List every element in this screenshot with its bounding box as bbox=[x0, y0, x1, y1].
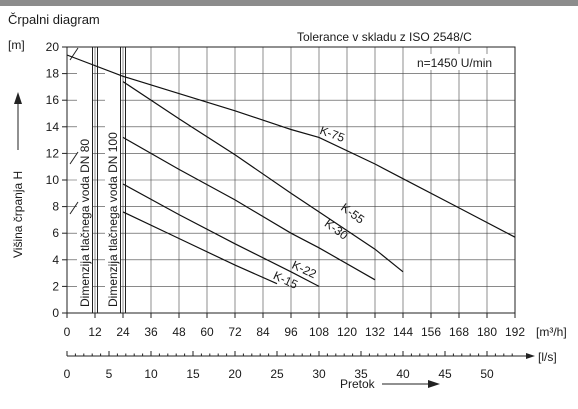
y-axis-arrow bbox=[14, 92, 22, 150]
ls-tick-label: 45 bbox=[438, 367, 452, 381]
x-tick-label: 192 bbox=[505, 325, 525, 339]
tolerance-annotation: Tolerance v skladu z ISO 2548/C bbox=[297, 30, 472, 44]
ls-tick-label: 35 bbox=[354, 367, 368, 381]
slash-mark bbox=[69, 151, 79, 165]
y-axis-label: Višina črpanja H bbox=[11, 171, 25, 258]
y-tick-label: 12 bbox=[46, 146, 60, 160]
curve-label: K-75 bbox=[318, 123, 347, 145]
dn-label-background bbox=[77, 71, 92, 309]
ls-axis-arrowhead bbox=[526, 353, 535, 359]
ls-tick-label: 0 bbox=[64, 367, 71, 381]
x-tick-label: 60 bbox=[200, 325, 214, 339]
ls-tick-label: 5 bbox=[106, 367, 113, 381]
x-tick-label: 36 bbox=[144, 325, 158, 339]
chart-title: Črpalni diagram bbox=[8, 12, 100, 27]
x-tick-label: 120 bbox=[337, 325, 357, 339]
speed-box bbox=[415, 54, 507, 70]
x-axis-arrow bbox=[382, 380, 440, 388]
x-tick-label: 12 bbox=[88, 325, 102, 339]
ls-tick-label: 15 bbox=[186, 367, 200, 381]
y-tick-label: 4 bbox=[52, 253, 59, 267]
y-tick-label: 16 bbox=[46, 93, 60, 107]
x-tick-label: 132 bbox=[365, 325, 385, 339]
x-axis-label: Pretok bbox=[340, 377, 376, 391]
x-ticks-m3h: 0 12 24 36 48 60 72 84 96 108 120 132 144 156 168 180 19… bbox=[64, 313, 525, 339]
y-tick-label: 2 bbox=[52, 279, 59, 293]
ls-tick-label: 25 bbox=[270, 367, 284, 381]
y-tick-label: 0 bbox=[52, 306, 59, 320]
x-tick-label: 72 bbox=[228, 325, 242, 339]
x-unit-m3h: [m³/h] bbox=[536, 325, 567, 339]
ls-tick-label: 50 bbox=[480, 367, 494, 381]
dn-label-background bbox=[105, 71, 120, 309]
x-tick-label: 156 bbox=[421, 325, 441, 339]
curve-k-55 bbox=[122, 81, 404, 273]
speed-label: n=1450 U/min bbox=[417, 56, 492, 70]
dn-label-group: Dimenzija tlačnega voda DN 80 bbox=[77, 71, 92, 309]
x-unit-ls: [l/s] bbox=[538, 350, 557, 364]
slash-mark bbox=[69, 47, 79, 61]
y-tick-label: 20 bbox=[46, 40, 60, 54]
curve-k-15 bbox=[122, 211, 278, 285]
ls-tick-label: 40 bbox=[396, 367, 410, 381]
curve-label: K-30 bbox=[322, 216, 351, 242]
y-unit: [m] bbox=[8, 38, 25, 52]
dn-label: Dimenzija tlačnega voda DN 80 bbox=[78, 139, 92, 307]
curve-k-30 bbox=[122, 136, 376, 281]
x-tick-label: 48 bbox=[172, 325, 186, 339]
curve-k-22 bbox=[122, 183, 320, 287]
x-tick-label: 84 bbox=[256, 325, 270, 339]
x-tick-label: 180 bbox=[477, 325, 497, 339]
dn-label: Dimenzija tlačnega voda DN 100 bbox=[106, 132, 120, 307]
slash-mark bbox=[69, 201, 79, 215]
x-tick-label: 24 bbox=[116, 325, 130, 339]
ls-tick-label: 30 bbox=[312, 367, 326, 381]
x-ticks-ls: 0 5 10 15 20 25 30 35 40 45 50 bbox=[64, 351, 535, 381]
y-tick-label: 18 bbox=[46, 67, 60, 81]
y-tick-label: 6 bbox=[52, 226, 59, 240]
curve-k-75 bbox=[66, 54, 516, 238]
curve-label: K-55 bbox=[338, 200, 367, 226]
y-ticks: 0 2 4 6 8 10 12 14 16 18 20 bbox=[46, 40, 67, 320]
x-tick-label: 0 bbox=[64, 325, 71, 339]
ls-tick-label: 20 bbox=[228, 367, 242, 381]
x-tick-label: 168 bbox=[449, 325, 469, 339]
ls-tick-label: 10 bbox=[144, 367, 158, 381]
top-bar bbox=[0, 0, 578, 6]
y-tick-label: 10 bbox=[46, 173, 60, 187]
dn-lines: Dimenzija tlačnega voda DN 80 Dimenzija t… bbox=[69, 47, 126, 313]
x-tick-label: 96 bbox=[284, 325, 298, 339]
x-tick-label: 108 bbox=[309, 325, 329, 339]
dn-label-group: Dimenzija tlačnega voda DN 100 bbox=[105, 71, 120, 309]
grid bbox=[67, 47, 515, 313]
y-tick-label: 14 bbox=[46, 120, 60, 134]
y-tick-label: 8 bbox=[52, 200, 59, 214]
x-tick-label: 144 bbox=[393, 325, 413, 339]
tolerance-box bbox=[295, 27, 535, 44]
